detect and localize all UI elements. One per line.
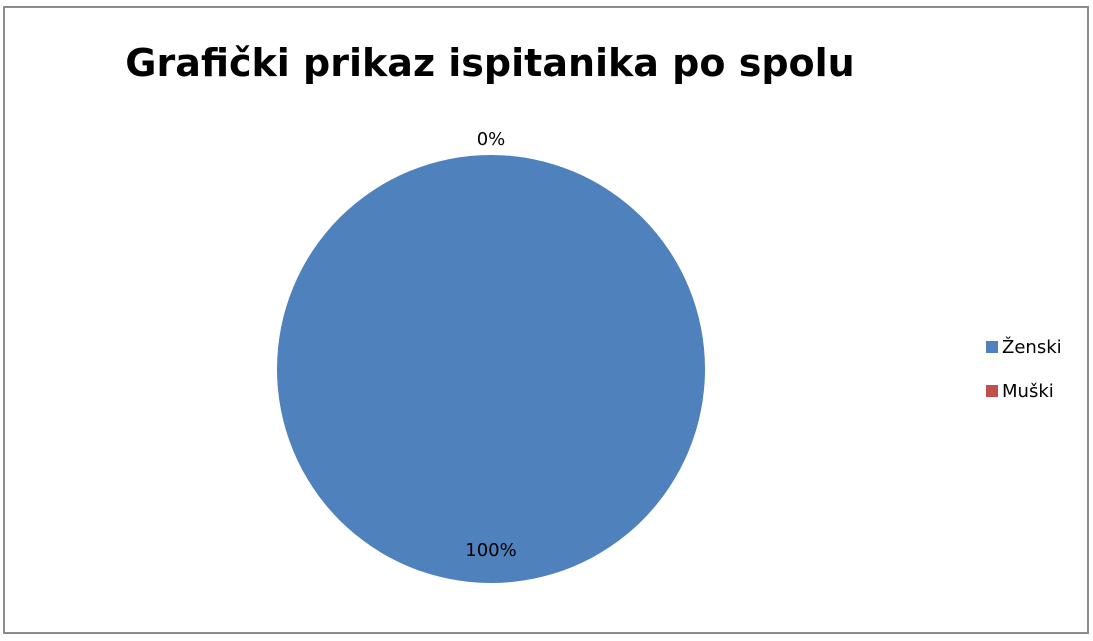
legend-swatch-zenski [986, 341, 998, 353]
data-label-muski: 0% [477, 129, 506, 150]
pie-slices [277, 155, 705, 583]
legend-item-muski: Muški [986, 378, 1062, 404]
legend-label-muski: Muški [1002, 380, 1054, 402]
data-label-zenski: 100% [465, 540, 516, 561]
pie-slice-zenski [277, 155, 705, 583]
legend-label-zenski: Ženski [1002, 336, 1062, 358]
legend-swatch-muski [986, 385, 998, 397]
legend: Ženski Muški [986, 334, 1062, 422]
chart-title: Grafički prikaz ispitanika po spolu [125, 41, 855, 85]
legend-item-zenski: Ženski [986, 334, 1062, 360]
